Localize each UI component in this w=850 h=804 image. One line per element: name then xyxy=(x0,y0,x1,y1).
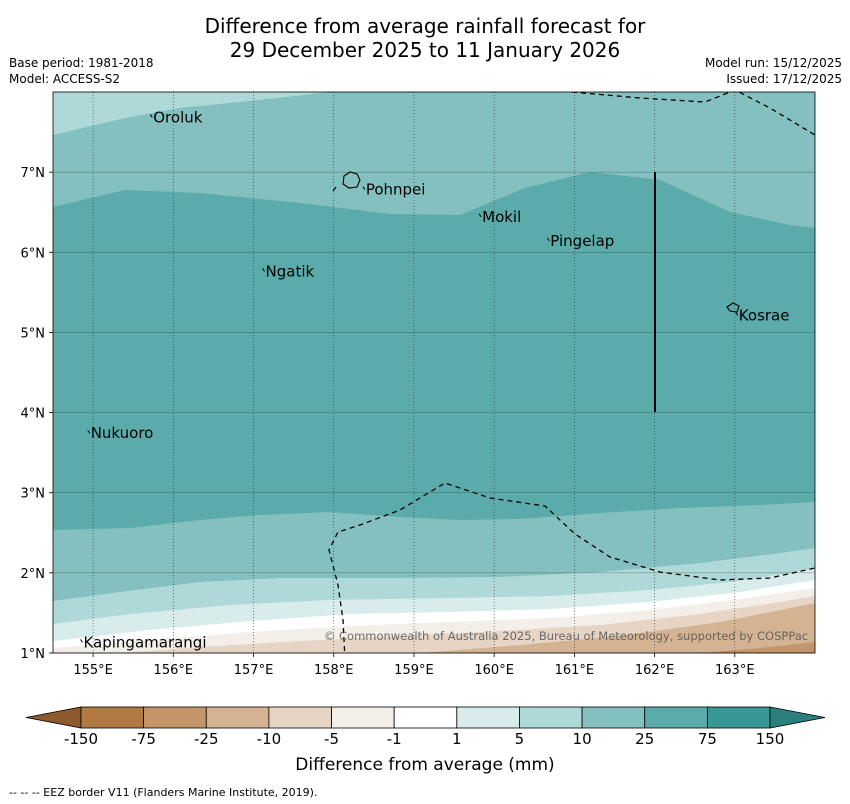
meta-right: Model run: 15/12/2025 Issued: 17/12/2025 xyxy=(705,55,842,87)
lon-tick-label: 156°E xyxy=(154,663,194,678)
place-marker xyxy=(149,114,153,118)
map-frame xyxy=(52,91,816,654)
colorbar xyxy=(25,706,826,729)
pohnpei-island-shape xyxy=(342,171,361,189)
lat-tick-label: 7°N xyxy=(21,166,46,181)
place-marker xyxy=(87,429,91,434)
meta-left: Base period: 1981-2018 Model: ACCESS-S2 xyxy=(9,55,154,87)
lat-tick-label: 5°N xyxy=(21,326,46,341)
lat-tick-label: 2°N xyxy=(21,567,46,582)
place-marker xyxy=(478,213,482,218)
longitude-ticks: 155°E 156°E 157°E 158°E 159°E 160°E 161°E 162°E… xyxy=(73,653,755,678)
colorbar-swatch xyxy=(331,706,395,729)
place-marker xyxy=(362,186,366,190)
title-line-2: 29 December 2025 to 11 January 2026 xyxy=(229,38,621,62)
colorbar-title: Difference from average (mm) xyxy=(295,755,555,775)
issued-date: Issued: 17/12/2025 xyxy=(726,72,842,86)
colorbar-tick-label: 1 xyxy=(452,730,462,748)
place-label-mokil: Mokil xyxy=(482,208,521,226)
copyright-text: © Commonwealth of Australia 2025, Bureau… xyxy=(324,629,808,643)
colorbar-tick-label: 150 xyxy=(755,730,785,748)
place-marker xyxy=(262,268,265,272)
colorbar-tick-label: -150 xyxy=(63,730,99,748)
latitude-ticks: 1°N 2°N 3°N 4°N 5°N 6°N 7°N xyxy=(21,166,53,662)
eez-border-south xyxy=(328,482,815,653)
colorbar-tick-label: -1 xyxy=(386,730,402,748)
lon-tick-label: 159°E xyxy=(394,663,434,678)
place-label-kapingamarangi: Kapingamarangi xyxy=(83,633,206,651)
place-label-oroluk: Oroluk xyxy=(153,108,202,126)
eez-border-north xyxy=(571,92,815,136)
lat-tick-label: 3°N xyxy=(21,487,46,502)
colorbar-swatch xyxy=(519,706,583,729)
kosrae-island-shape xyxy=(726,302,740,313)
map-title: Difference from average rainfall forecas… xyxy=(0,14,850,62)
colorbar-swatch xyxy=(456,706,520,729)
colorbar-extend-high xyxy=(769,706,826,729)
anomaly-band-minus10-minus25 xyxy=(420,603,815,653)
model-name: Model: ACCESS-S2 xyxy=(9,72,121,86)
colorbar-swatch xyxy=(581,706,646,729)
rainfall-fill-layer xyxy=(53,92,815,653)
lon-tick-label: 155°E xyxy=(73,663,113,678)
lon-tick-label: 161°E xyxy=(555,663,595,678)
base-period: Base period: 1981-2018 xyxy=(9,56,154,70)
colorbar-tick-label: -10 xyxy=(256,730,282,748)
place-marker xyxy=(80,639,83,643)
place-labels: Oroluk Pohnpei Mokil Pingelap Ngatik Kosrae Nu… xyxy=(80,108,789,651)
lat-tick-label: 6°N xyxy=(21,246,46,261)
title-line-1: Difference from average rainfall forecas… xyxy=(204,14,646,38)
colorbar-swatch xyxy=(205,706,270,729)
colorbar-tick-label: 5 xyxy=(514,730,525,748)
lon-tick-label: 160°E xyxy=(474,663,514,678)
colorbar-tick-label: -5 xyxy=(324,730,340,748)
anomaly-band-10-25-north xyxy=(53,92,815,228)
place-marker xyxy=(546,237,550,242)
lon-tick-label: 158°E xyxy=(314,663,354,678)
place-marker xyxy=(735,312,739,316)
eez-footnote: -- -- -- EEZ border V11 (Flanders Marine… xyxy=(9,786,318,799)
colorbar-tick-label: -25 xyxy=(194,730,219,748)
lon-tick-label: 157°E xyxy=(234,663,274,678)
lat-tick-label: 1°N xyxy=(21,647,46,662)
place-label-kosrae: Kosrae xyxy=(739,306,790,324)
place-label-pingelap: Pingelap xyxy=(550,232,614,250)
colorbar-swatch xyxy=(706,706,771,729)
colorbar-swatch xyxy=(393,706,458,729)
colorbar-swatch xyxy=(644,706,708,729)
colorbar-tick-label: 75 xyxy=(697,730,717,748)
colorbar-tick-label: 25 xyxy=(635,730,655,748)
lon-tick-label: 163°E xyxy=(715,663,755,678)
colorbar-tick-label: 10 xyxy=(572,730,592,748)
place-label-nukuoro: Nukuoro xyxy=(91,424,154,442)
lat-tick-label: 4°N xyxy=(21,407,46,422)
colorbar-swatch xyxy=(80,706,145,729)
place-label-ngatik: Ngatik xyxy=(266,262,315,280)
colorbar-tick-label: -75 xyxy=(131,730,156,748)
pohnpei-islet-mark xyxy=(332,186,337,192)
anomaly-band-5-10-north xyxy=(53,92,330,135)
colorbar-swatch xyxy=(143,706,207,729)
lon-tick-label: 162°E xyxy=(635,663,675,678)
eez-borders xyxy=(328,92,815,653)
place-label-pohnpei: Pohnpei xyxy=(366,181,426,199)
colorbar-swatch xyxy=(268,706,332,729)
colorbar-extend-low xyxy=(25,706,82,729)
anomaly-band-minus25-minus75 xyxy=(700,642,815,653)
islands xyxy=(332,171,740,313)
model-run: Model run: 15/12/2025 xyxy=(704,56,842,70)
